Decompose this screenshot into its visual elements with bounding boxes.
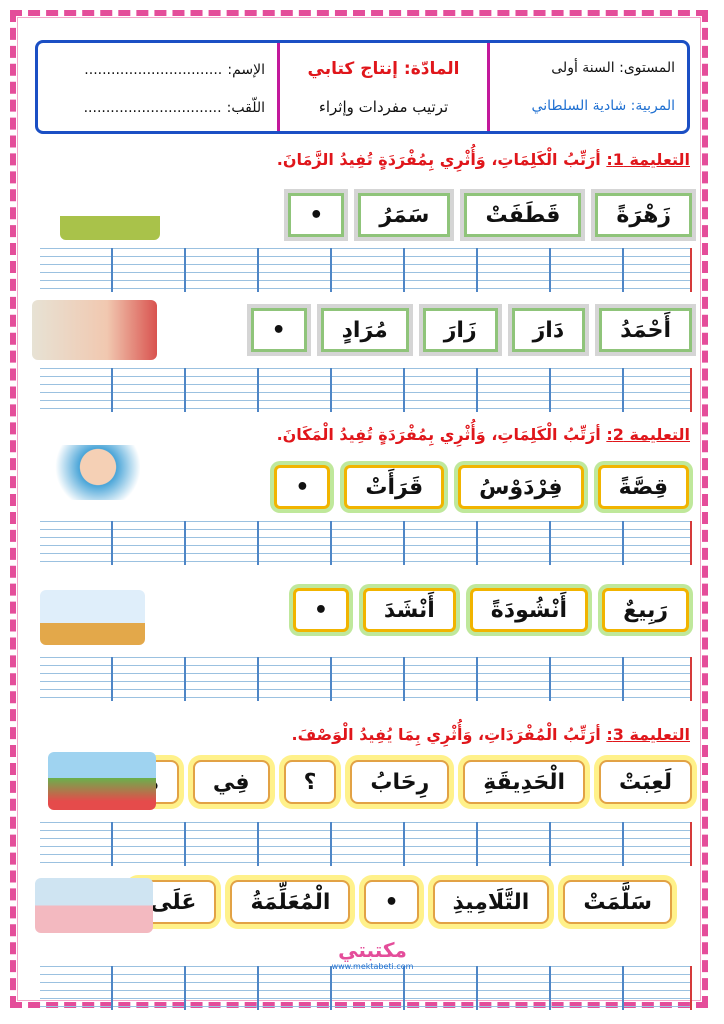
level-text: المستوى: السنة أولى xyxy=(551,60,675,76)
word-cards-row: قِصَّةً فِرْدَوْسُ قَرَأَتْ • xyxy=(274,465,689,509)
word-card[interactable]: ؟ xyxy=(283,760,337,804)
writing-lines[interactable] xyxy=(40,521,692,565)
instruction-label: التعليمة 3: xyxy=(606,725,690,744)
word-card[interactable]: التَّلَامِيذِ xyxy=(432,880,550,924)
instruction-3: التعليمة 3: أرَتِّبُ الْمُفْرَدَاتِ، وَأ… xyxy=(292,725,691,744)
word-card[interactable]: مُرَادٍ xyxy=(320,308,409,352)
name-label: الإسم: xyxy=(227,61,265,78)
writing-lines[interactable] xyxy=(40,657,692,701)
word-card[interactable]: • xyxy=(288,193,345,237)
word-card[interactable]: الْمُعَلِّمَةُ xyxy=(230,880,351,924)
word-card[interactable]: فِي xyxy=(192,760,270,804)
classroom-illustration xyxy=(40,590,145,645)
word-card[interactable]: قَطَفَتْ xyxy=(464,193,582,237)
word-card[interactable]: دَارَ xyxy=(511,308,586,352)
header-subject-column: المادّة: إنتاج كتابي ترتيب مفردات وإثراء xyxy=(277,43,487,131)
writing-lines[interactable] xyxy=(40,822,692,866)
header-name-column: الإسم: ............................... ا… xyxy=(38,43,277,131)
name-field[interactable]: ............................... xyxy=(84,61,223,78)
instruction-text: أرَتِّبُ الْكَلِمَاتِ، وَأُثْرِي بِمُفْر… xyxy=(276,425,601,444)
word-card[interactable]: أَنْشُودَةً xyxy=(469,588,589,632)
word-card[interactable]: • xyxy=(292,588,349,632)
instruction-2: التعليمة 2: أرَتِّبُ الْكَلِمَاتِ، وَأُث… xyxy=(277,425,690,444)
word-card[interactable]: أَنْشَدَ xyxy=(362,588,456,632)
word-card[interactable]: رَبِيعٌ xyxy=(602,588,689,632)
word-card[interactable]: سَلَّمَتْ xyxy=(563,880,672,924)
word-card[interactable]: لَعِبَتْ xyxy=(599,760,692,804)
header-level-column: المستوى: السنة أولى المربية: شادية السلط… xyxy=(487,43,687,131)
word-card[interactable]: زَهْرَةً xyxy=(595,193,692,237)
students-teacher-illustration xyxy=(35,878,153,933)
word-card[interactable]: • xyxy=(250,308,307,352)
word-cards-row: لَعِبَتْالْحَدِيقَةِرِحَابُ؟فِيهَلْ xyxy=(104,760,692,804)
word-card[interactable]: رِحَابُ xyxy=(350,760,450,804)
writing-lines[interactable] xyxy=(40,248,692,292)
topic-text: ترتيب مفردات وإثراء xyxy=(318,97,449,116)
girl-picking-flower-illustration xyxy=(60,180,160,240)
writing-lines[interactable] xyxy=(40,966,692,1010)
word-cards-row: زَهْرَةً قَطَفَتْ سَمَرُ • xyxy=(288,193,692,237)
boys-visiting-illustration xyxy=(32,300,157,360)
word-card[interactable]: قَرَأَتْ xyxy=(344,465,445,509)
word-card[interactable]: الْحَدِيقَةِ xyxy=(463,760,586,804)
instruction-label: التعليمة 1: xyxy=(606,150,690,169)
teacher-text: المربية: شادية السلطاني xyxy=(531,98,675,114)
word-card[interactable]: فِرْدَوْسُ xyxy=(458,465,584,509)
instruction-text: أرَتِّبُ الْمُفْرَدَاتِ، وَأُثْرِي بِمَا… xyxy=(291,725,601,744)
girl-in-garden-illustration xyxy=(48,752,156,810)
word-cards-row: أَحْمَدُ دَارَ زَارَ مُرَادٍ • xyxy=(250,308,692,352)
subject-title: المادّة: إنتاج كتابي xyxy=(307,58,460,79)
word-card[interactable]: سَمَرُ xyxy=(358,193,451,237)
instruction-1: التعليمة 1: أرَتِّبُ الْكَلِمَاتِ، وَأُث… xyxy=(277,150,690,169)
word-card[interactable]: زَارَ xyxy=(422,308,498,352)
mektabeti-logo: مكتبتي www.mektabeti.com xyxy=(331,938,414,971)
girl-reading-illustration xyxy=(35,445,140,500)
surname-label: اللّقب: xyxy=(226,99,265,116)
word-cards-row: رَبِيعٌ أَنْشُودَةً أَنْشَدَ • xyxy=(292,588,689,632)
word-card[interactable]: أَحْمَدُ xyxy=(599,308,692,352)
word-card[interactable]: • xyxy=(274,465,331,509)
surname-field[interactable]: ............................... xyxy=(83,99,222,116)
instruction-label: التعليمة 2: xyxy=(606,425,690,444)
worksheet-header: المستوى: السنة أولى المربية: شادية السلط… xyxy=(35,40,690,134)
writing-lines[interactable] xyxy=(40,368,692,412)
word-card[interactable]: قِصَّةً xyxy=(597,465,689,509)
instruction-text: أرَتِّبُ الْكَلِمَاتِ، وَأُثْرِي بِمُفْر… xyxy=(276,150,601,169)
word-card[interactable]: • xyxy=(364,880,419,924)
word-cards-row: سَلَّمَتْ التَّلَامِيذِ • الْمُعَلِّمَةُ عَل… xyxy=(130,880,672,924)
